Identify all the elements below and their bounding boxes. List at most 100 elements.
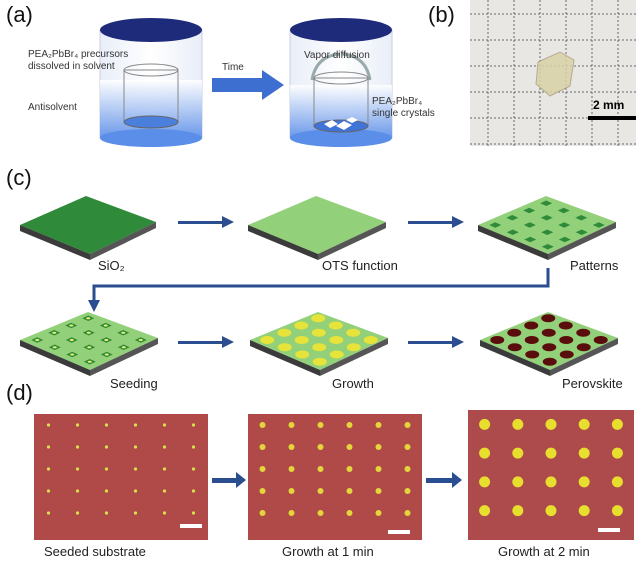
micrograph-crystal (133, 511, 138, 515)
micrograph-crystal (104, 467, 109, 471)
fabrication-process-diagram (20, 196, 618, 376)
micrograph-crystal (578, 418, 590, 430)
micrograph-crystal (317, 466, 324, 472)
micrograph-crystal (191, 511, 196, 515)
crystal-photo (470, 0, 636, 146)
micrograph-crystal (479, 476, 491, 488)
scale-bar (588, 116, 636, 120)
crystal-yellow (260, 336, 275, 344)
micrograph-crystal (479, 447, 491, 459)
plate-seeding (20, 312, 158, 376)
micrograph-crystal (46, 489, 51, 493)
perovskite-crystal (558, 321, 573, 330)
perovskite-crystal (507, 328, 522, 337)
micrograph-crystal (611, 447, 623, 459)
seed-dot (104, 353, 109, 356)
panel-b-label: (b) (428, 2, 455, 27)
micrograph-crystal (104, 423, 109, 427)
perovskite-crystal (524, 336, 539, 344)
connector-arrow (92, 268, 550, 302)
plate-sio2 (20, 196, 156, 260)
crystal-yellow (329, 336, 344, 344)
crystal (346, 117, 358, 123)
perovskite-crystal (542, 343, 557, 352)
perovskite-crystal (490, 336, 505, 344)
micrograph-crystal (375, 422, 382, 428)
micrograph-crystal (75, 467, 80, 471)
micrograph-crystal (375, 488, 382, 494)
step-label-ots: OTS function (322, 258, 398, 273)
micrograph-crystal (259, 488, 266, 494)
perovskite-crystal (593, 336, 608, 344)
micrograph-crystal (346, 444, 353, 450)
micrograph-crystal (75, 489, 80, 493)
crystal-yellow (294, 336, 309, 344)
crystal-yellow (312, 343, 327, 352)
micrograph-crystal (404, 422, 411, 428)
perovskite-crystal (541, 328, 556, 337)
micrograph-crystal (259, 466, 266, 472)
caption-2min: Growth at 2 min (498, 544, 590, 559)
micrograph-crystal (104, 489, 109, 493)
micrograph-crystal (288, 466, 295, 472)
caption-seeded: Seeded substrate (44, 544, 146, 559)
perovskite-crystal (576, 343, 591, 352)
crystal-yellow (328, 321, 343, 330)
micrograph-crystal (404, 444, 411, 450)
micrograph-crystal (375, 466, 382, 472)
left-vial (99, 18, 203, 147)
micrograph-crystal (317, 510, 324, 516)
crystal (336, 121, 352, 130)
crystal-yellow (295, 350, 310, 359)
perovskite-crystal (541, 314, 556, 323)
arrow-2 (408, 216, 464, 228)
perovskite-crystal (542, 357, 557, 366)
panel-a-label: (a) (6, 2, 33, 27)
precursor-label: PEA₂PbBr₄ precursors dissolved in solven… (28, 49, 129, 72)
scale-bar-label: 2 mm (593, 98, 625, 112)
seed-dot (86, 317, 91, 320)
micrograph-crystal (133, 423, 138, 427)
scale-bar-d2 (388, 530, 410, 534)
vial-diagram (99, 18, 393, 147)
micrograph-crystal (545, 447, 557, 459)
left-vial-lid (100, 18, 202, 42)
micrograph-crystal (191, 423, 196, 427)
perovskite-crystal (524, 321, 539, 330)
seed-dot (69, 324, 74, 327)
caption-1min: Growth at 1 min (282, 544, 374, 559)
micrograph-crystal (133, 489, 138, 493)
micrograph-crystal (611, 418, 623, 430)
micrograph-crystal (133, 445, 138, 449)
micrograph-crystal (545, 505, 557, 517)
seed-dot (103, 324, 108, 327)
micrograph-2min (468, 410, 634, 540)
micrograph-crystal (346, 466, 353, 472)
micrograph-crystal (288, 488, 295, 494)
micrograph-crystal (46, 511, 51, 515)
micrograph-crystal (259, 422, 266, 428)
plate-perovskite (480, 312, 618, 376)
right-vial-lid (290, 18, 392, 42)
micrograph-crystal (317, 444, 324, 450)
crystal-yellow (312, 357, 327, 366)
micrograph-crystal (259, 444, 266, 450)
micrograph-crystal (75, 445, 80, 449)
seed-dot (52, 346, 57, 349)
plate-ots (248, 196, 386, 260)
scale-bar-d1 (180, 524, 202, 528)
seed-dot (121, 331, 126, 334)
seed-dot (87, 346, 92, 349)
crystal-yellow (346, 343, 361, 352)
micrograph-crystal (346, 488, 353, 494)
micrograph-crystal (578, 505, 590, 517)
micrograph-crystal (162, 423, 167, 427)
crystal-yellow (311, 328, 326, 337)
crystal-yellow (346, 328, 361, 337)
micrograph-crystal (346, 422, 353, 428)
antisolvent-label: Antisolvent (28, 102, 77, 113)
seed-dot (86, 331, 91, 334)
micrograph-row (34, 410, 634, 540)
panel-d-label: (d) (6, 380, 33, 405)
micrograph-crystal (75, 511, 80, 515)
